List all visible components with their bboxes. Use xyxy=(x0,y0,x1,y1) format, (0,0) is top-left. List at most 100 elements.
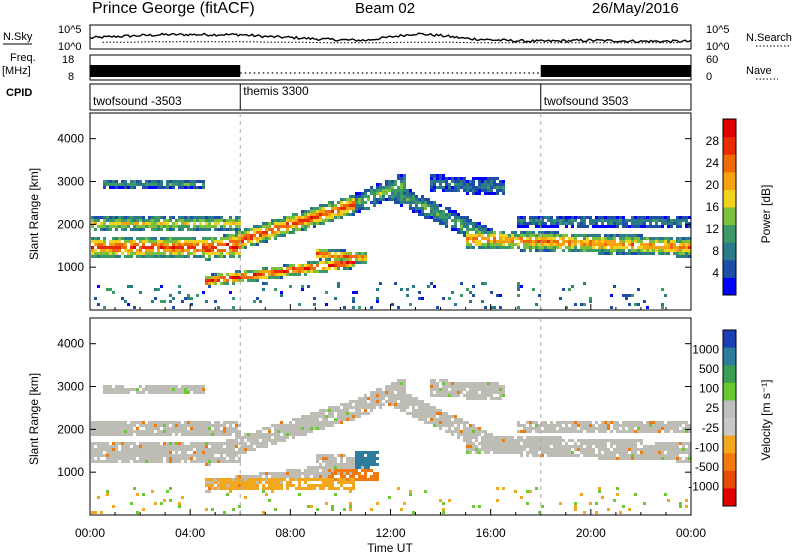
power-cell xyxy=(616,246,619,249)
velocity-cell xyxy=(328,454,331,457)
velocity-cell xyxy=(619,445,622,448)
power-cell xyxy=(334,204,337,207)
power-cell xyxy=(526,246,529,249)
power-heatmap-cells xyxy=(91,174,691,309)
velocity-cell xyxy=(184,385,187,388)
velocity-cell xyxy=(190,427,193,430)
velocity-cell xyxy=(574,502,577,505)
power-cell xyxy=(454,222,457,225)
power-cell xyxy=(400,192,403,195)
power-cell xyxy=(436,186,439,189)
power-cell xyxy=(436,210,439,213)
power-cell xyxy=(268,228,271,231)
velocity-cell xyxy=(487,436,490,439)
velocity-cell xyxy=(403,379,406,382)
power-cell xyxy=(145,219,148,222)
velocity-cell xyxy=(517,442,520,445)
power-cell xyxy=(571,234,574,237)
velocity-cell xyxy=(145,433,148,436)
power-cell xyxy=(490,240,493,243)
power-cell xyxy=(538,222,541,225)
velocity-cell xyxy=(241,445,244,448)
velocity-cell xyxy=(457,433,460,436)
velocity-cell xyxy=(364,469,367,472)
velocity-cell xyxy=(526,430,529,433)
power-cell xyxy=(283,234,286,237)
power-cell xyxy=(433,174,436,177)
velocity-cell xyxy=(487,433,490,436)
velocity-cell xyxy=(184,451,187,454)
power-cell xyxy=(430,186,433,189)
velocity-cell xyxy=(292,472,295,475)
velocity-cell xyxy=(538,445,541,448)
power-cell xyxy=(184,255,187,258)
velocity-cell xyxy=(553,445,556,448)
power-cell xyxy=(472,192,475,195)
power-cell xyxy=(127,240,130,243)
velocity-cell xyxy=(586,427,589,430)
velocity-cell xyxy=(322,409,325,412)
velocity-cell xyxy=(445,385,448,388)
power-cell xyxy=(181,225,184,228)
velocity-cell xyxy=(529,436,532,439)
power-cell xyxy=(589,216,592,219)
power-cell xyxy=(121,252,124,255)
velocity-cell xyxy=(679,457,682,460)
power-cell xyxy=(403,195,406,198)
velocity-cell xyxy=(448,385,451,388)
velocity-cell xyxy=(679,442,682,445)
velocity-cell xyxy=(493,382,496,385)
velocity-cell xyxy=(103,433,106,436)
velocity-cell xyxy=(469,424,472,427)
velocity-cell xyxy=(655,424,658,427)
velocity-cell xyxy=(517,436,520,439)
power-cell xyxy=(394,183,397,186)
velocity-cell xyxy=(661,445,664,448)
power-cell xyxy=(106,183,109,186)
power-cell xyxy=(190,243,193,246)
power-cell xyxy=(580,243,583,246)
velocity-cell xyxy=(349,502,352,505)
velocity-cell xyxy=(406,406,409,409)
power-cell xyxy=(349,267,352,270)
velocity-cell xyxy=(457,421,460,424)
power-cell xyxy=(118,222,121,225)
velocity-cell xyxy=(244,442,247,445)
power-cell xyxy=(433,210,436,213)
power-cell xyxy=(175,222,178,225)
power-cell xyxy=(325,213,328,216)
power-cell xyxy=(100,255,103,258)
power-cell xyxy=(142,183,145,186)
velocity-cell xyxy=(121,448,124,451)
freq-tick-low: 8 xyxy=(68,71,74,83)
power-cell xyxy=(358,207,361,210)
power-cell xyxy=(361,261,364,264)
power-cell xyxy=(127,285,130,288)
velocity-cell xyxy=(586,421,589,424)
velocity-cell xyxy=(538,448,541,451)
power-cell xyxy=(610,243,613,246)
velocity-cell xyxy=(391,385,394,388)
velocity-cell xyxy=(223,427,226,430)
velocity-cell xyxy=(394,385,397,388)
velocity-cell xyxy=(124,427,127,430)
power-cell xyxy=(145,249,148,252)
velocity-cell xyxy=(175,448,178,451)
velocity-cell xyxy=(403,382,406,385)
velocity-cell xyxy=(238,448,241,451)
velocity-cell xyxy=(586,448,589,451)
velocity-cell xyxy=(523,427,526,430)
power-cell xyxy=(403,192,406,195)
power-cell xyxy=(154,240,157,243)
power-cell xyxy=(106,246,109,249)
power-cell xyxy=(190,186,193,189)
velocity-cell xyxy=(682,427,685,430)
power-cell xyxy=(220,216,223,219)
power-cell xyxy=(628,225,631,228)
power-cell xyxy=(196,216,199,219)
velocity-cell xyxy=(238,475,241,478)
velocity-cell xyxy=(184,433,187,436)
velocity-cell xyxy=(196,451,199,454)
velocity-cell xyxy=(286,484,289,487)
velocity-cell xyxy=(346,406,349,409)
